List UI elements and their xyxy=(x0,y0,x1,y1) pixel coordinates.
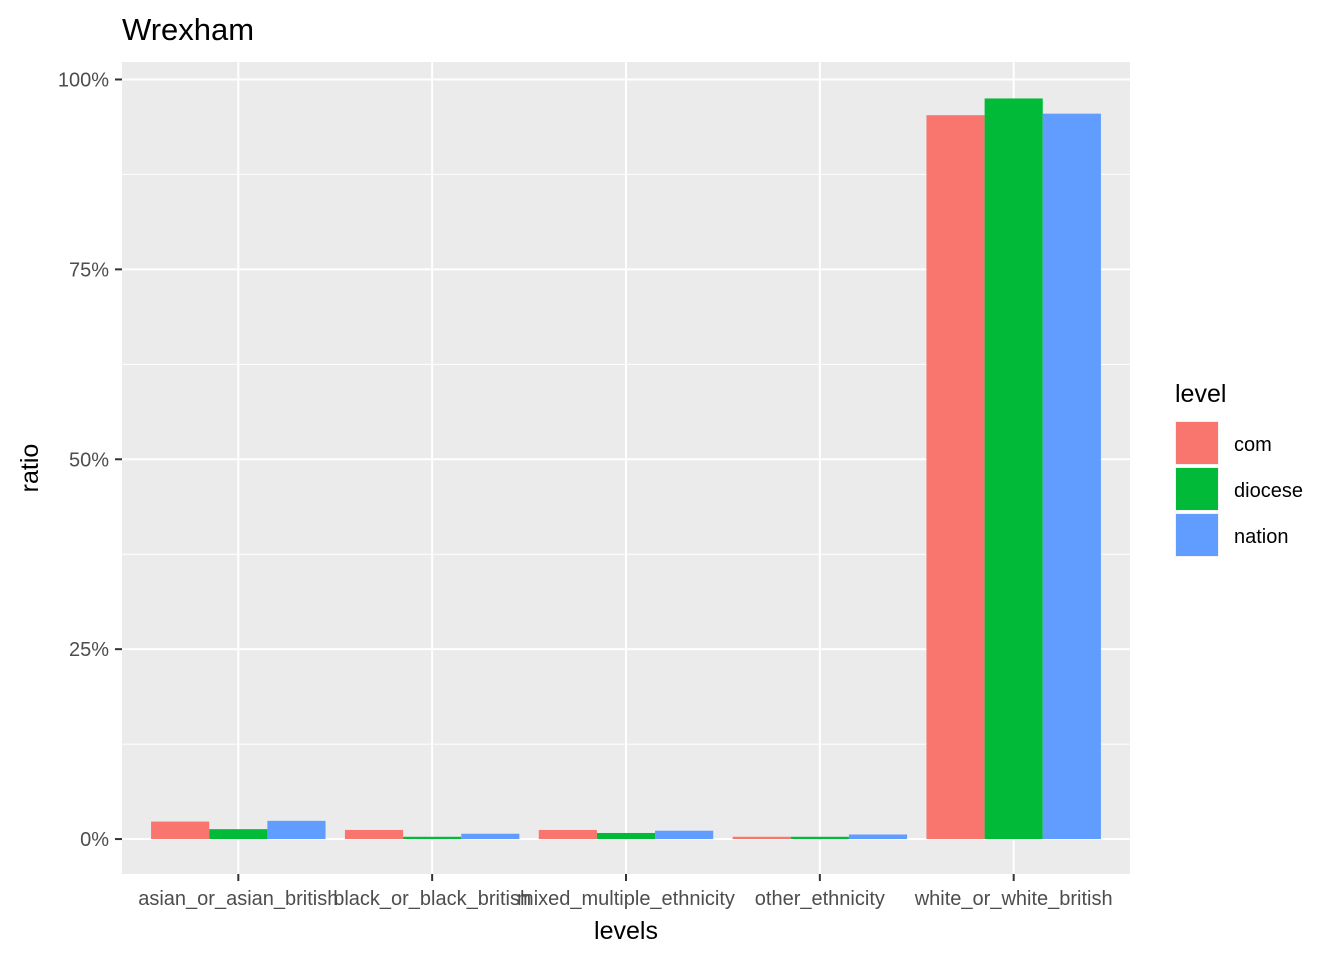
legend-label-nation: nation xyxy=(1234,526,1289,548)
bar-nation-mixed_multiple_ethnicity xyxy=(655,830,714,840)
bar-nation-asian_or_asian_british xyxy=(267,820,326,840)
bar-com-asian_or_asian_british xyxy=(151,821,210,840)
y-tick-label: 75% xyxy=(69,259,109,281)
bar-com-white_or_white_british xyxy=(926,115,985,840)
bar-com-other_ethnicity xyxy=(732,836,791,840)
x-tick-label: black_or_black_british xyxy=(333,888,531,910)
legend-label-com: com xyxy=(1234,434,1272,456)
bar-com-mixed_multiple_ethnicity xyxy=(538,829,597,840)
bar-diocese-other_ethnicity xyxy=(790,836,849,840)
x-tick-label: asian_or_asian_british xyxy=(138,888,338,910)
bar-diocese-white_or_white_british xyxy=(984,98,1043,840)
bar-nation-white_or_white_british xyxy=(1042,113,1101,840)
legend-label-diocese: diocese xyxy=(1234,480,1303,502)
x-tick-label: white_or_white_british xyxy=(914,888,1113,910)
y-tick-label: 50% xyxy=(69,449,109,471)
bars xyxy=(151,98,1101,840)
legend-key-nation xyxy=(1176,514,1218,556)
x-tick-label: mixed_multiple_ethnicity xyxy=(517,888,735,910)
legend-key-diocese xyxy=(1176,468,1218,510)
x-tick-label: other_ethnicity xyxy=(755,888,885,910)
x-axis: asian_or_asian_britishblack_or_black_bri… xyxy=(138,874,1113,910)
bar-com-black_or_black_british xyxy=(344,829,404,840)
x-axis-title: levels xyxy=(594,917,658,945)
bar-diocese-asian_or_asian_british xyxy=(209,829,268,840)
legend-key-com xyxy=(1176,422,1218,464)
y-axis: 0% 25% 50% 75% 100% xyxy=(58,69,122,851)
y-tick-label: 100% xyxy=(58,69,109,91)
legend: level com diocese nation xyxy=(1175,380,1303,557)
bar-diocese-black_or_black_british xyxy=(403,836,462,840)
legend-title: level xyxy=(1175,380,1226,408)
chart-title: Wrexham xyxy=(122,12,254,47)
y-tick-label: 25% xyxy=(69,639,109,661)
bar-nation-black_or_black_british xyxy=(461,833,520,840)
bar-nation-other_ethnicity xyxy=(848,834,908,840)
y-axis-title: ratio xyxy=(16,444,44,493)
y-tick-label: 0% xyxy=(80,829,109,851)
bar-diocese-mixed_multiple_ethnicity xyxy=(596,832,656,840)
